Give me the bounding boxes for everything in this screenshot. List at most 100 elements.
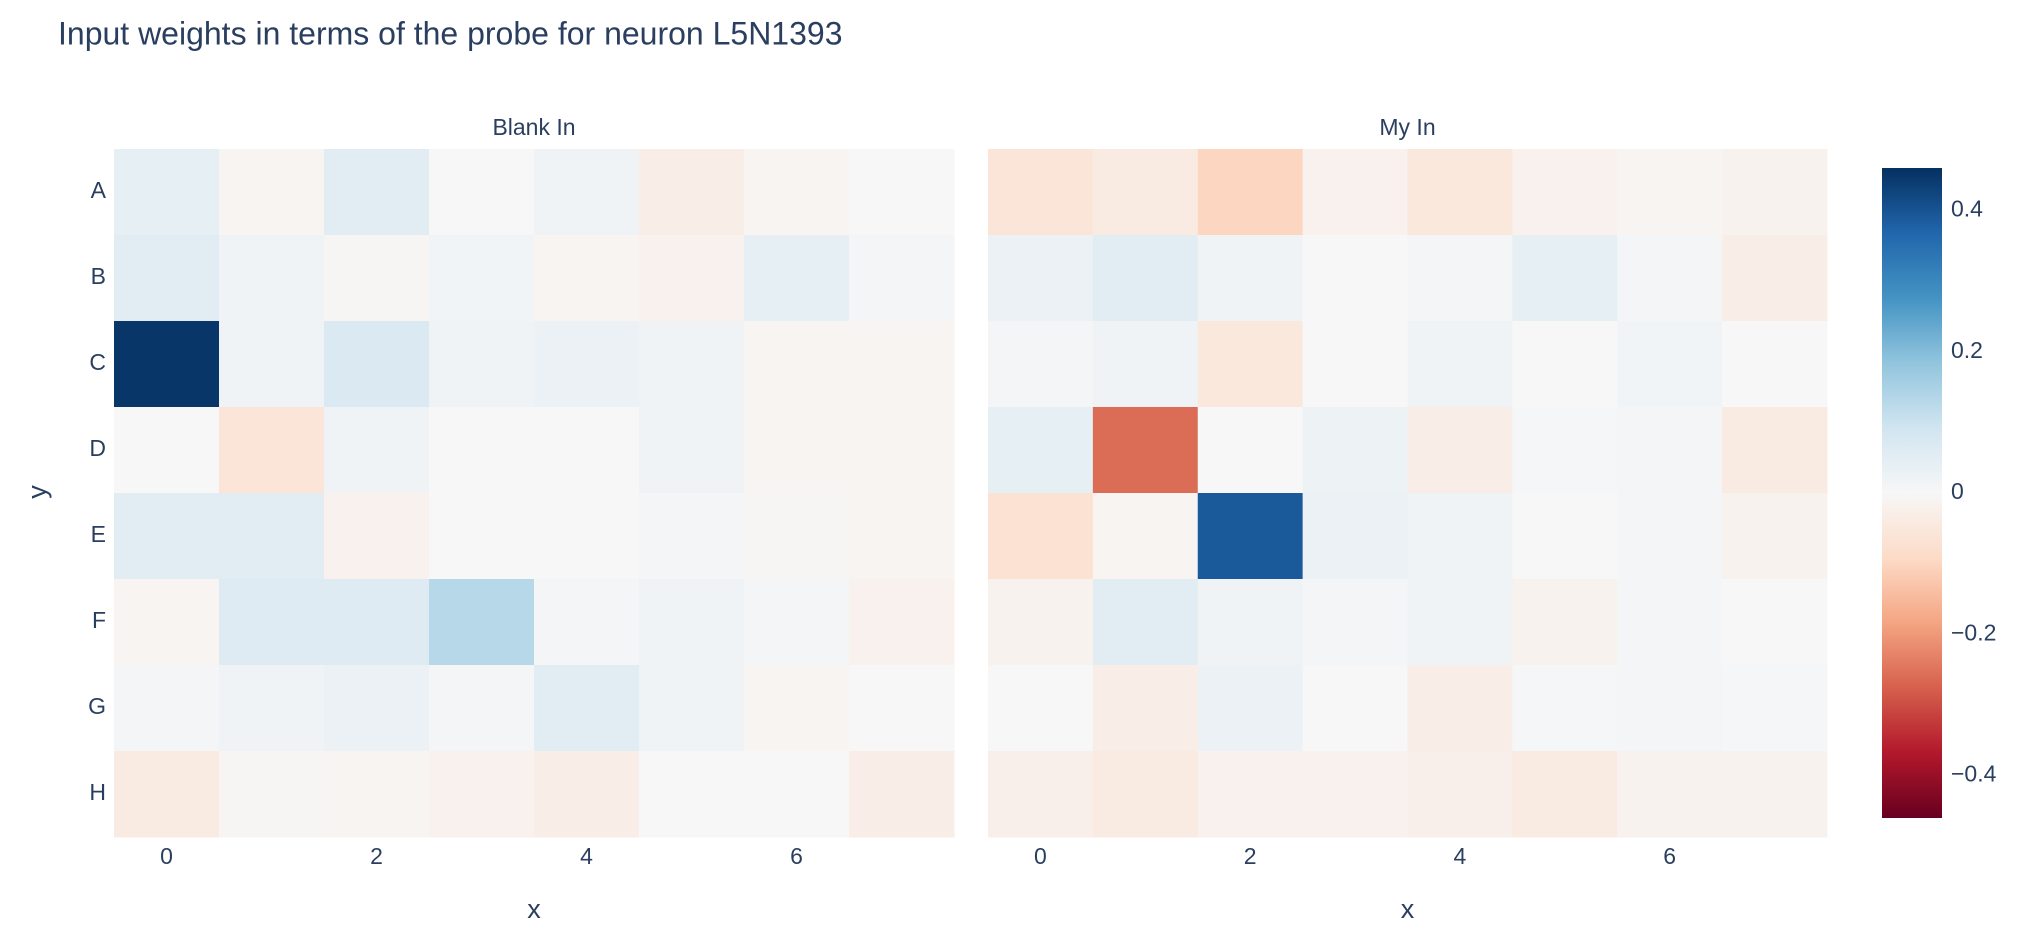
heatmap-cell	[1722, 579, 1828, 666]
heatmap-cell	[1197, 235, 1304, 322]
heatmap-cell	[988, 665, 1094, 752]
heatmap-cell	[1407, 751, 1513, 838]
heatmap-cell	[849, 493, 955, 580]
x-tick-label: 4	[1454, 843, 1467, 869]
heatmap-cell	[1302, 751, 1408, 838]
heatmap-cell	[534, 321, 640, 408]
colorbar-tick-label: 0.2	[1951, 337, 1983, 363]
heatmap-cell	[324, 751, 430, 838]
x-tick-label: 6	[1663, 843, 1676, 869]
heatmap-cell	[988, 751, 1094, 838]
y-axis-title: y	[22, 485, 52, 499]
heatmap-cell	[219, 751, 325, 838]
heatmap-cell	[219, 493, 325, 580]
heatmap-cell	[1722, 493, 1828, 580]
heatmap-cell	[429, 321, 535, 408]
heatmap-cell	[1722, 751, 1828, 838]
heatmap-cell	[1512, 407, 1618, 494]
heatmap-cell	[639, 493, 745, 580]
heatmap-cell	[988, 493, 1094, 580]
heatmap-cell	[114, 579, 220, 666]
heatmap-cell	[1407, 235, 1513, 322]
heatmap-cell	[1617, 407, 1723, 494]
heatmap-cell	[1197, 493, 1304, 580]
y-tick-label: E	[91, 521, 106, 547]
colorbar-tick-label: −0.4	[1951, 761, 1997, 787]
heatmap-cell	[114, 321, 220, 408]
subplot-title: Blank In	[492, 114, 575, 140]
heatmap-cell	[1617, 321, 1723, 408]
heatmap-cell	[1092, 407, 1199, 494]
heatmap-cell	[639, 149, 745, 236]
heatmap-cell	[1092, 493, 1199, 580]
heatmap-cell	[1407, 493, 1513, 580]
heatmap-cell	[744, 407, 850, 494]
heatmap-cell	[1722, 407, 1828, 494]
heatmap-cell	[849, 321, 955, 408]
heatmap-cell	[744, 149, 850, 236]
heatmap-cell	[114, 235, 220, 322]
heatmap-cell	[1617, 665, 1723, 752]
heatmap-cell	[114, 751, 220, 838]
heatmap-cell	[1302, 149, 1408, 236]
heatmap-cell	[1197, 321, 1304, 408]
heatmap-cell	[1407, 407, 1513, 494]
heatmap-cell	[744, 321, 850, 408]
heatmap-cell	[534, 235, 640, 322]
heatmap-cell	[429, 149, 535, 236]
x-axis-title: x	[527, 894, 541, 924]
heatmap-cell	[1512, 235, 1618, 322]
heatmap-cell	[849, 149, 955, 236]
y-tick-label: G	[88, 693, 106, 719]
heatmap-cell	[1302, 407, 1408, 494]
heatmap-cell	[1092, 579, 1199, 666]
heatmap-cell	[324, 235, 430, 322]
heatmap-cell	[1407, 149, 1513, 236]
heatmap-cell	[534, 149, 640, 236]
heatmap-cell	[1302, 235, 1408, 322]
heatmap-cell	[1512, 579, 1618, 666]
heatmap-cell	[219, 579, 325, 666]
heatmap-cell	[534, 751, 640, 838]
heatmap-cell	[429, 579, 535, 666]
x-tick-label: 6	[790, 843, 803, 869]
heatmap-cell	[1407, 321, 1513, 408]
heatmap-cell	[1092, 751, 1199, 838]
x-tick-label: 2	[1244, 843, 1257, 869]
heatmap-cell	[1197, 579, 1304, 666]
heatmap-cell	[534, 579, 640, 666]
heatmap-cell	[1617, 493, 1723, 580]
y-tick-label: H	[89, 779, 106, 805]
heatmap-cell	[1407, 579, 1513, 666]
heatmap-cell	[744, 493, 850, 580]
x-tick-label: 0	[160, 843, 173, 869]
heatmap-cell	[1302, 493, 1408, 580]
heatmap-cell	[1092, 149, 1199, 236]
heatmap-cell	[1617, 235, 1723, 322]
heatmap-cell	[1092, 321, 1199, 408]
x-tick-label: 2	[370, 843, 383, 869]
heatmap-cell	[114, 493, 220, 580]
heatmap-cell	[1092, 665, 1199, 752]
x-axis-title: x	[1401, 894, 1415, 924]
heatmap-cell	[849, 665, 955, 752]
heatmap-cell	[534, 493, 640, 580]
heatmap-cell	[744, 579, 850, 666]
chart-title: Input weights in terms of the probe for …	[58, 15, 842, 51]
heatmap-cell	[429, 751, 535, 838]
heatmap-cell	[1617, 579, 1723, 666]
heatmap-cell	[324, 321, 430, 408]
heatmap-cell	[219, 321, 325, 408]
y-tick-label: C	[89, 349, 106, 375]
colorbar-tick-label: −0.2	[1951, 619, 1996, 645]
heatmap-cell	[1512, 149, 1618, 236]
heatmap-cell	[1617, 751, 1723, 838]
heatmap-cell	[324, 407, 430, 494]
subplot-title: My In	[1379, 114, 1435, 140]
x-tick-label: 0	[1034, 843, 1047, 869]
heatmap-cell	[639, 321, 745, 408]
heatmap-cell	[988, 579, 1094, 666]
heatmap-cell	[429, 235, 535, 322]
